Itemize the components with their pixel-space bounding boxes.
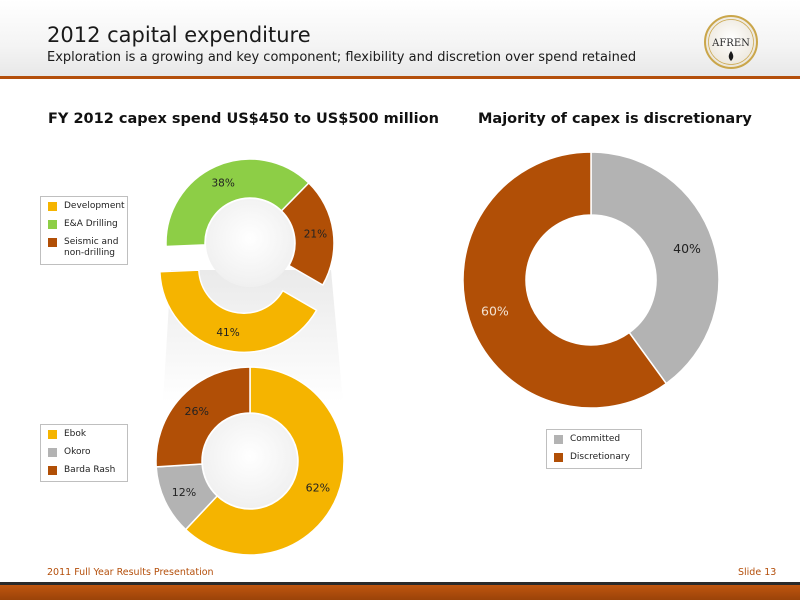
data-label-discretionary: 60% <box>481 304 509 319</box>
legend-item-seismic: Seismic and non-drilling <box>48 237 121 259</box>
data-label-committed: 40% <box>673 241 701 256</box>
slice-development <box>159 269 318 353</box>
slide-number: Slide 13 <box>738 567 777 578</box>
chart-title-discretionary: Majority of capex is discretionary <box>478 111 752 127</box>
footer-rule <box>0 582 800 585</box>
logo-text: AFREN <box>711 38 750 49</box>
donut-hole <box>203 414 297 508</box>
legend-label: Barda Rash <box>64 465 116 475</box>
legend-swatch <box>48 448 57 457</box>
legend-swatch <box>48 466 57 475</box>
donut-capex-spend: 41% 38% 21% <box>159 158 335 353</box>
legend-label: E&A Drilling <box>64 219 118 229</box>
legend-item-okoro: Okoro <box>48 447 121 458</box>
legend-label: Development <box>64 201 125 211</box>
data-label-ebok: 62% <box>306 482 330 495</box>
data-label-okoro: 12% <box>172 486 196 499</box>
legend-label: Discretionary <box>570 452 630 462</box>
donut-hole <box>527 216 655 344</box>
donut-discretionary: 40% 60% <box>462 151 720 409</box>
legend-item-ebok: Ebok <box>48 429 121 440</box>
legend-label: Okoro <box>64 447 91 457</box>
legend-item-discretionary: Discretionary <box>554 452 635 463</box>
header-band <box>0 0 800 76</box>
legend-swatch <box>48 238 57 247</box>
footer-text: 2011 Full Year Results Presentation <box>47 567 214 578</box>
slice-ebok <box>184 366 345 556</box>
data-label-development: 41% <box>216 327 239 339</box>
legend-development-breakdown: Ebok Okoro Barda Rash <box>40 424 128 482</box>
legend-item-committed: Committed <box>554 434 635 445</box>
chart-title-capex-spend: FY 2012 capex spend US$450 to US$500 mil… <box>48 111 439 127</box>
legend-swatch <box>48 220 57 229</box>
slide-subtitle: Exploration is a growing and key compone… <box>47 50 637 65</box>
legend-label: Seismic and non-drilling <box>64 237 119 258</box>
legend-item-development: Development <box>48 201 125 212</box>
slice-seismic-and-non-drilling <box>280 181 335 287</box>
header-rule <box>0 76 800 79</box>
slice-committed <box>590 151 720 385</box>
data-label-seismic-and-non-drilling: 21% <box>304 229 327 241</box>
data-label-e-a-drilling: 38% <box>211 177 234 189</box>
data-label-barda-rash: 26% <box>185 405 209 418</box>
slice-barda-rash <box>155 366 251 468</box>
legend-discretionary: Committed Discretionary <box>546 429 642 469</box>
legend-label: Committed <box>570 434 621 444</box>
legend-item-ea-drilling: E&A Drilling <box>48 219 121 230</box>
donut-development-breakdown: 62% 12% 26% <box>155 366 345 556</box>
footer-band <box>0 585 800 600</box>
slice-e-a-drilling <box>165 158 310 248</box>
legend-swatch <box>48 202 57 211</box>
afren-logo: AFREN <box>704 15 758 69</box>
legend-swatch <box>48 430 57 439</box>
legend-swatch <box>554 453 563 462</box>
slice-discretionary <box>462 151 668 409</box>
legend-capex-spend: Development E&A Drilling Seismic and non… <box>40 196 128 265</box>
legend-swatch <box>554 435 563 444</box>
legend-item-barda-rash: Barda Rash <box>48 465 121 476</box>
slide-title: 2012 capital expenditure <box>47 23 311 47</box>
legend-label: Ebok <box>64 429 87 439</box>
donut-hole <box>206 199 294 287</box>
